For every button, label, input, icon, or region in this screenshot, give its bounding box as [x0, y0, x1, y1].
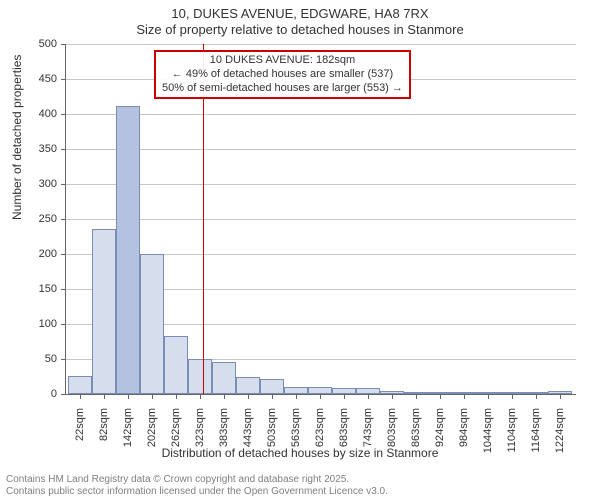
- histogram-bar: [404, 392, 428, 394]
- xtick-mark: [152, 394, 153, 399]
- histogram-bar: [476, 392, 500, 394]
- xtick-mark: [272, 394, 273, 399]
- ytick-label: 500: [17, 38, 57, 50]
- xtick-mark: [368, 394, 369, 399]
- ytick-label: 200: [17, 248, 57, 260]
- histogram-bar: [284, 387, 308, 394]
- footer-line-2: Contains public sector information licen…: [6, 486, 388, 498]
- histogram-bar: [68, 376, 92, 394]
- ytick-label: 50: [17, 353, 57, 365]
- ytick-mark: [61, 394, 66, 395]
- xtick-mark: [440, 394, 441, 399]
- footer-line-1: Contains HM Land Registry data © Crown c…: [6, 474, 388, 486]
- histogram-bar: [524, 392, 548, 394]
- xtick-mark: [176, 394, 177, 399]
- ytick-label: 100: [17, 318, 57, 330]
- histogram-bar: [140, 254, 164, 394]
- histogram-bar: [332, 388, 356, 394]
- ytick-label: 250: [17, 213, 57, 225]
- histogram-bar: [236, 377, 260, 394]
- xtick-mark: [128, 394, 129, 399]
- histogram-bar: [548, 391, 572, 395]
- plot-area: 10 DUKES AVENUE: 182sqm ← 49% of detache…: [65, 44, 576, 395]
- xtick-mark: [536, 394, 537, 399]
- histogram-bar: [188, 359, 212, 394]
- footer: Contains HM Land Registry data © Crown c…: [6, 474, 388, 498]
- ytick-label: 350: [17, 143, 57, 155]
- ytick-label: 300: [17, 178, 57, 190]
- xtick-mark: [320, 394, 321, 399]
- xtick-mark: [560, 394, 561, 399]
- xtick-mark: [392, 394, 393, 399]
- chart-zone: 10 DUKES AVENUE: 182sqm ← 49% of detache…: [65, 44, 575, 394]
- histogram-bar: [164, 336, 188, 394]
- xtick-mark: [464, 394, 465, 399]
- xtick-mark: [416, 394, 417, 399]
- histogram-bar: [500, 392, 524, 394]
- chart-titles: 10, DUKES AVENUE, EDGWARE, HA8 7RX Size …: [0, 0, 600, 39]
- ytick-label: 0: [17, 388, 57, 400]
- chart-container: 10, DUKES AVENUE, EDGWARE, HA8 7RX Size …: [0, 0, 600, 500]
- xtick-mark: [296, 394, 297, 399]
- title-line-2: Size of property relative to detached ho…: [0, 22, 600, 38]
- histogram-bar: [212, 362, 236, 394]
- ytick-label: 400: [17, 108, 57, 120]
- histogram-bar: [92, 229, 116, 394]
- xtick-mark: [224, 394, 225, 399]
- annotation-line-3: 50% of semi-detached houses are larger (…: [162, 82, 403, 96]
- histogram-bar: [452, 392, 476, 394]
- histogram-bar: [260, 379, 284, 394]
- title-line-1: 10, DUKES AVENUE, EDGWARE, HA8 7RX: [0, 6, 600, 22]
- histogram-bar: [428, 392, 452, 394]
- xtick-mark: [200, 394, 201, 399]
- annotation-line-2: ← 49% of detached houses are smaller (53…: [162, 68, 403, 82]
- x-axis-title: Distribution of detached houses by size …: [0, 446, 600, 460]
- annotation-box: 10 DUKES AVENUE: 182sqm ← 49% of detache…: [154, 50, 411, 99]
- annotation-line-1: 10 DUKES AVENUE: 182sqm: [162, 54, 403, 68]
- histogram-bar: [356, 388, 380, 394]
- histogram-bar: [380, 391, 404, 394]
- xtick-mark: [344, 394, 345, 399]
- xtick-mark: [248, 394, 249, 399]
- ytick-label: 150: [17, 283, 57, 295]
- xtick-mark: [80, 394, 81, 399]
- xtick-mark: [104, 394, 105, 399]
- xtick-mark: [488, 394, 489, 399]
- histogram-bar: [308, 387, 332, 394]
- ytick-label: 450: [17, 73, 57, 85]
- histogram-bar: [116, 106, 140, 394]
- xtick-mark: [512, 394, 513, 399]
